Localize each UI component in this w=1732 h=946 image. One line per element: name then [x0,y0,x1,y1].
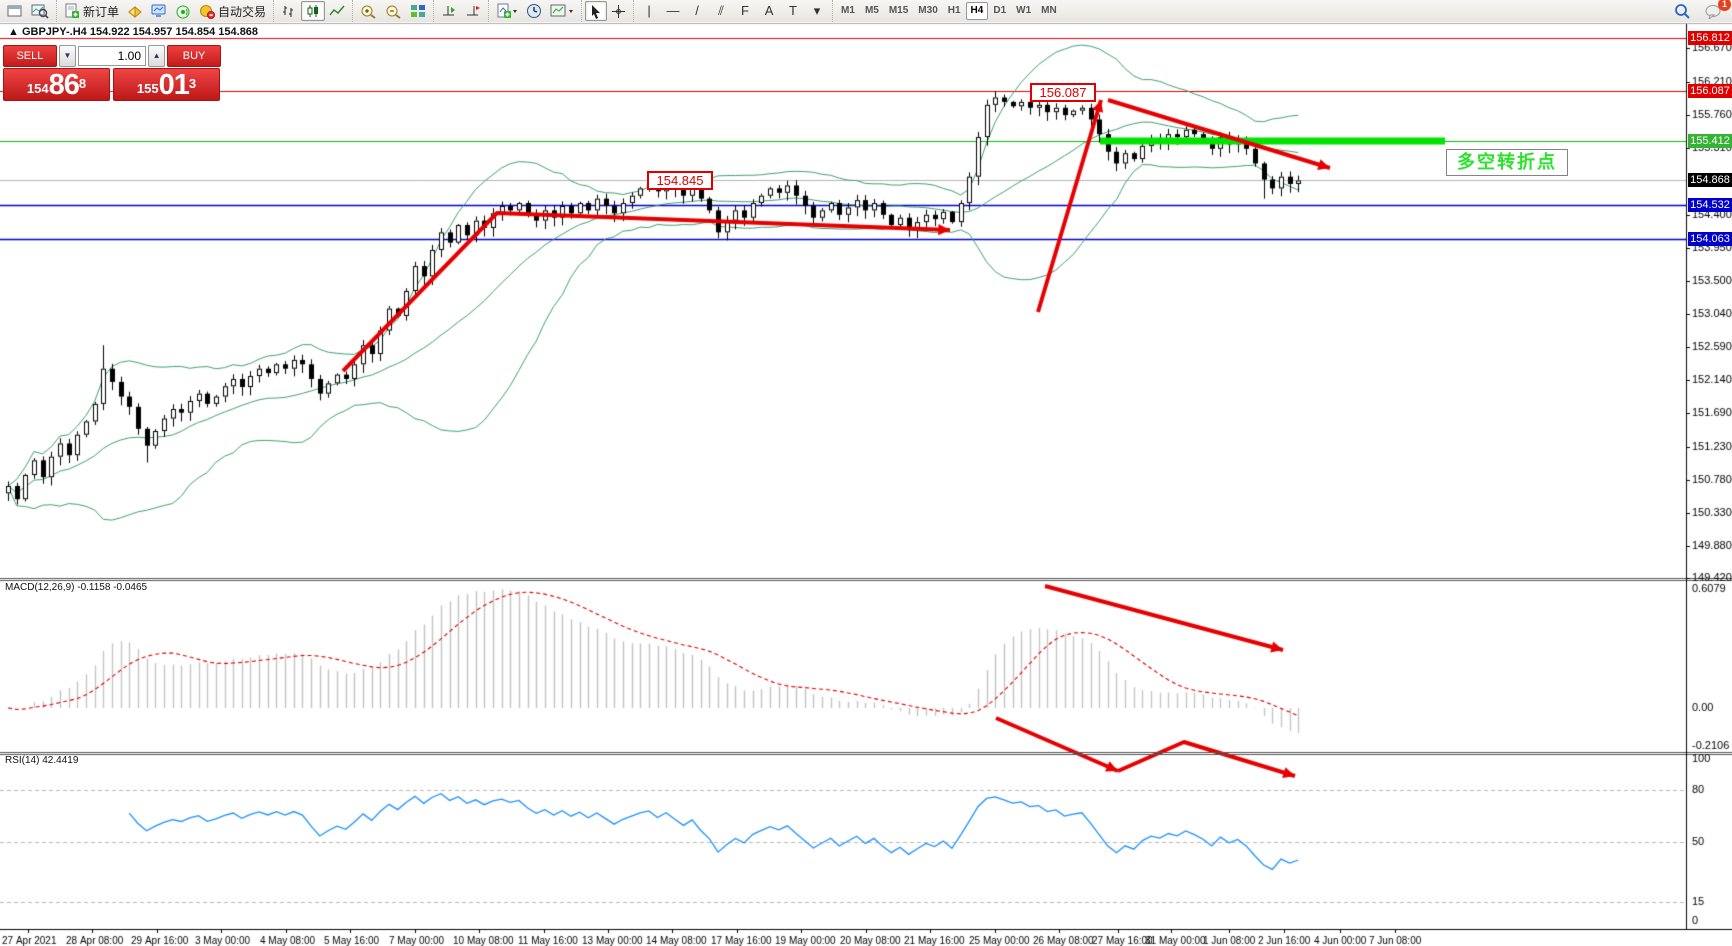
buy-price-sup: 3 [188,76,197,91]
macd-label: MACD(12,26,9) -0.1158 -0.0465 [5,582,148,593]
price-badge: 154.063 [1688,232,1732,246]
chat-icon[interactable]: 1 [1701,0,1731,21]
buy-price-big: 01 [158,69,190,101]
search-icon[interactable] [1670,1,1695,21]
symbol-ohlc: 154.922 154.957 154.854 154.868 [89,26,259,38]
price-badge: 154.868 [1688,173,1732,187]
chart-shift-button[interactable] [437,1,461,21]
auto-scroll-button[interactable] [461,1,485,21]
tf-m1-button[interactable]: M1 [841,5,855,16]
tf-d1-button[interactable]: D1 [993,5,1007,16]
arrows-tool-button[interactable]: ▾ [813,3,821,18]
tf-m15-button[interactable]: M15 [888,5,909,16]
price-badge: 154.532 [1688,198,1732,212]
templates-button[interactable] [546,1,578,21]
tf-m30-button[interactable]: M30 [918,5,938,16]
one-click-trading-panel: SELL ▼ ▲ BUY 154 86 8 155 01 3 [3,45,221,101]
new-order-label: 新订单 [83,4,120,19]
turning-point-label[interactable]: 多空转折点 [1446,149,1568,176]
price-badge: 156.087 [1688,84,1732,98]
mid-price-flag[interactable]: 154.845 [647,171,713,190]
line-chart-button[interactable] [325,1,349,21]
tf-m5-button[interactable]: M5 [864,5,879,16]
volume-up-button[interactable]: ▲ [148,45,166,67]
price-badge: 155.412 [1688,134,1732,148]
period-clock-button[interactable] [522,1,546,21]
volume-input[interactable] [78,46,146,66]
peak-price-flag[interactable]: 156.087 [1030,83,1096,102]
zoom-in-button[interactable] [356,1,381,21]
sell-price-big: 86 [48,69,80,101]
crosshair-button[interactable] [607,1,630,21]
autotrading-button[interactable]: 自动交易 [195,1,270,21]
hline-tool-button[interactable]: — [666,3,680,18]
profiles-icon[interactable] [27,1,53,21]
symbol-marker-icon: ▲ [8,26,19,38]
main-toolbar: 新订单 自动交易 | — / ⫽ F A T ▾ [0,0,1732,23]
label-tool-button[interactable]: T [789,3,797,18]
new-order-button[interactable]: 新订单 [60,1,123,21]
volume-down-button[interactable]: ▼ [58,45,76,67]
history-center-icon[interactable] [123,1,147,21]
timeframe-group: M1 M5 M15 M30 H1 H4 D1 W1 MN [832,0,1065,22]
bars-chart-button[interactable] [277,1,301,21]
vline-tool-button[interactable]: | [647,3,651,18]
indicators-button[interactable] [492,1,522,21]
fibonacci-tool-button[interactable]: F [741,3,749,18]
symbol-info: ▲ GBPJPY-.H4 154.922 154.957 154.854 154… [8,26,258,38]
rsi-label: RSI(14) 42.4419 [5,755,79,766]
tf-h4-button[interactable]: H4 [965,2,989,20]
sell-price-sup: 8 [78,76,87,91]
zoom-out-button[interactable] [381,1,406,21]
cursor-button[interactable] [585,1,608,21]
sell-price-box[interactable]: 154 86 8 [3,68,110,101]
sell-price-small: 154 [26,81,49,96]
buy-price-box[interactable]: 155 01 3 [113,68,220,101]
chart-window: ▲ GBPJPY-.H4 154.922 154.957 154.854 154… [0,22,1732,946]
autotrading-label: 自动交易 [218,4,267,19]
tf-mn-button[interactable]: MN [1041,5,1057,16]
candles-chart-button[interactable] [301,1,326,21]
tf-w1-button[interactable]: W1 [1016,5,1032,16]
price-chart-canvas[interactable] [0,22,1732,946]
price-badge: 156.812 [1688,31,1732,45]
tf-h1-button[interactable]: H1 [947,5,961,16]
buy-button[interactable]: BUY [167,45,221,67]
text-tool-button[interactable]: A [764,3,774,18]
terminal-icon[interactable] [147,1,171,21]
symbol-name: GBPJPY-.H4 [21,26,87,38]
new-chart-icon[interactable] [3,1,27,21]
channel-tool-button[interactable]: ⫽ [718,3,724,18]
signals-icon[interactable] [171,1,195,21]
buy-price-small: 155 [136,81,159,96]
sell-button[interactable]: SELL [3,45,57,67]
tile-windows-button[interactable] [406,1,430,21]
chat-badge: 1 [1718,0,1731,11]
trendline-tool-button[interactable]: / [695,3,699,18]
